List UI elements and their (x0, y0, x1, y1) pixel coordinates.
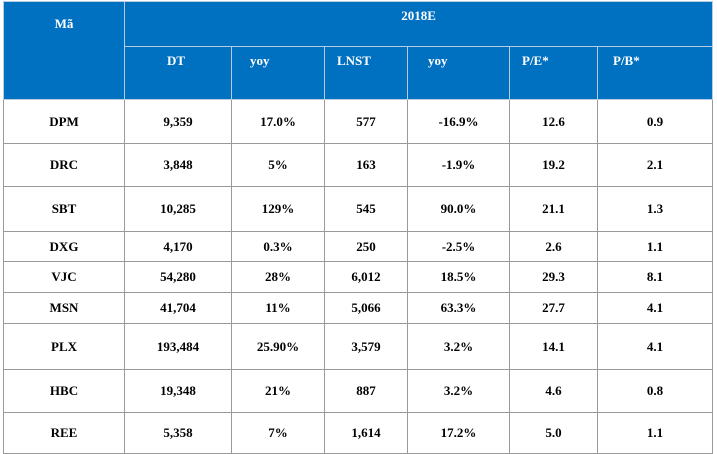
pb-cell: 0.8 (596, 369, 714, 413)
profit-yoy-cell: 3.2% (407, 369, 510, 413)
table-row: HBC 19,348 21% 887 3.2% 4.6 0.8 (3, 369, 714, 413)
ticker-cell: MSN (3, 292, 125, 324)
column-header-pe: P/E* (509, 46, 598, 100)
table-row: PLX 193,484 25.90% 3,579 3.2% 14.1 4.1 (3, 323, 714, 370)
profit-yoy-cell: 3.2% (407, 323, 510, 370)
code-column-header: Mã (3, 1, 125, 100)
profit-yoy-cell: 17.2% (407, 412, 510, 454)
profit-yoy-cell: 18.5% (407, 261, 510, 293)
revenue-cell: 19,348 (124, 369, 232, 413)
profit-cell: 887 (324, 369, 408, 413)
revenue-yoy-cell: 11% (231, 292, 325, 324)
column-header-dt: DT (124, 46, 232, 100)
profit-cell: 545 (324, 186, 408, 232)
pb-cell: 1.3 (596, 186, 714, 232)
revenue-yoy-cell: 129% (231, 186, 325, 232)
profit-cell: 1,614 (324, 412, 408, 454)
pe-cell: 27.7 (509, 292, 598, 324)
revenue-yoy-cell: 25.90% (231, 323, 325, 370)
revenue-yoy-cell: 17.0% (231, 99, 325, 144)
pe-cell: 5.0 (509, 412, 598, 454)
pb-cell: 1.1 (596, 231, 714, 262)
profit-cell: 163 (324, 143, 408, 187)
table-row: SBT 10,285 129% 545 90.0% 21.1 1.3 (3, 186, 714, 232)
revenue-cell: 5,358 (124, 412, 232, 454)
table-row: DRC 3,848 5% 163 -1.9% 19.2 2.1 (3, 143, 714, 187)
pb-cell: 4.1 (596, 292, 714, 324)
pb-cell: 2.1 (596, 143, 714, 187)
table-row: REE 5,358 7% 1,614 17.2% 5.0 1.1 (3, 412, 714, 454)
profit-yoy-cell: -2.5% (407, 231, 510, 262)
pb-cell: 4.1 (596, 323, 714, 370)
table-row: DXG 4,170 0.3% 250 -2.5% 2.6 1.1 (3, 231, 714, 262)
pe-cell: 19.2 (509, 143, 598, 187)
pe-cell: 21.1 (509, 186, 598, 232)
pe-cell: 29.3 (509, 261, 598, 293)
pe-cell: 4.6 (509, 369, 598, 413)
profit-cell: 5,066 (324, 292, 408, 324)
pe-cell: 12.6 (509, 99, 598, 144)
ticker-cell: DXG (3, 231, 125, 262)
valuation-table: Mã 2018E DT yoy LNST yoy P/E* P/B* DPM 9… (3, 1, 714, 454)
ticker-cell: SBT (3, 186, 125, 232)
table-row: MSN 41,704 11% 5,066 63.3% 27.7 4.1 (3, 292, 714, 324)
ticker-cell: HBC (3, 369, 125, 413)
ticker-cell: DPM (3, 99, 125, 144)
profit-cell: 3,579 (324, 323, 408, 370)
pb-cell: 0.9 (596, 99, 714, 144)
table-row: VJC 54,280 28% 6,012 18.5% 29.3 8.1 (3, 261, 714, 293)
column-header-pb: P/B* (596, 46, 714, 100)
profit-cell: 250 (324, 231, 408, 262)
ticker-cell: REE (3, 412, 125, 454)
revenue-yoy-cell: 0.3% (231, 231, 325, 262)
ticker-cell: PLX (3, 323, 125, 370)
year-group-header: 2018E (123, 1, 714, 47)
revenue-yoy-cell: 28% (231, 261, 325, 293)
revenue-cell: 9,359 (124, 99, 232, 144)
profit-cell: 6,012 (324, 261, 408, 293)
ticker-cell: VJC (3, 261, 125, 293)
profit-cell: 577 (324, 99, 408, 144)
revenue-cell: 193,484 (124, 323, 232, 370)
profit-yoy-cell: -1.9% (407, 143, 510, 187)
column-header-revenue-yoy: yoy (231, 46, 325, 100)
ticker-cell: DRC (3, 143, 125, 187)
profit-yoy-cell: 90.0% (407, 186, 510, 232)
pb-cell: 1.1 (596, 412, 714, 454)
revenue-yoy-cell: 21% (231, 369, 325, 413)
column-header-lnst: LNST (324, 46, 408, 100)
revenue-yoy-cell: 5% (231, 143, 325, 187)
revenue-cell: 41,704 (124, 292, 232, 324)
column-header-profit-yoy: yoy (407, 46, 510, 100)
revenue-cell: 10,285 (124, 186, 232, 232)
pe-cell: 14.1 (509, 323, 598, 370)
revenue-cell: 4,170 (124, 231, 232, 262)
revenue-cell: 3,848 (124, 143, 232, 187)
pe-cell: 2.6 (509, 231, 598, 262)
pb-cell: 8.1 (596, 261, 714, 293)
revenue-yoy-cell: 7% (231, 412, 325, 454)
profit-yoy-cell: 63.3% (407, 292, 510, 324)
profit-yoy-cell: -16.9% (407, 99, 510, 144)
revenue-cell: 54,280 (124, 261, 232, 293)
table-row: DPM 9,359 17.0% 577 -16.9% 12.6 0.9 (3, 99, 714, 144)
